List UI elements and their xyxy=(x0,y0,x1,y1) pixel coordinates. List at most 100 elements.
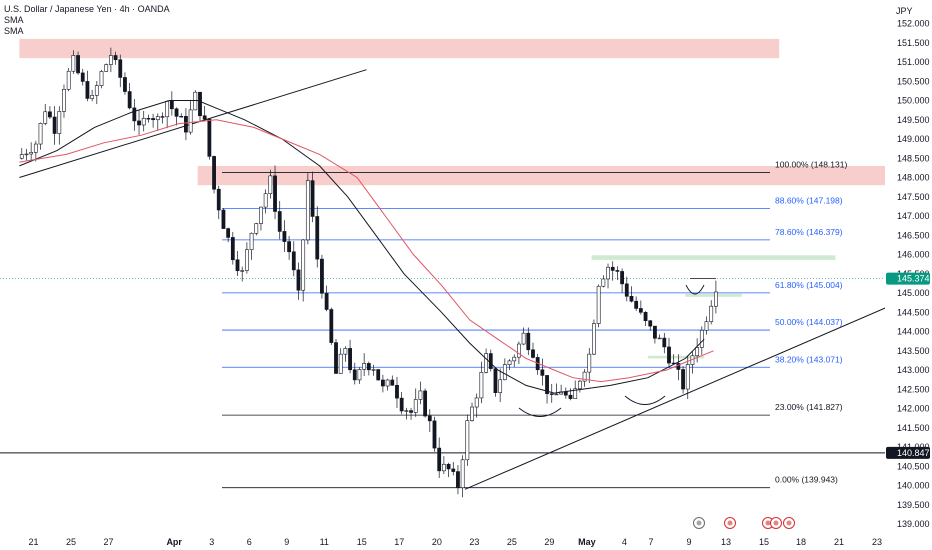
candle-down xyxy=(390,379,395,386)
candle-down xyxy=(132,107,137,122)
time-tick-label: 23 xyxy=(469,537,479,547)
candle-down xyxy=(545,375,549,395)
candle-down xyxy=(395,384,399,399)
candle-down xyxy=(568,394,573,399)
demand-zone-green-lower[interactable] xyxy=(647,355,705,359)
currency-label[interactable]: JPY xyxy=(896,6,913,16)
upper-trendline[interactable] xyxy=(19,69,367,178)
candle-up xyxy=(460,459,465,489)
price-tick-label: 146.000 xyxy=(897,250,930,260)
candle-up xyxy=(362,363,367,370)
sma-red-line[interactable] xyxy=(19,119,714,383)
time-tick-label: 9 xyxy=(284,537,289,547)
candle-down xyxy=(80,72,85,82)
candle-down xyxy=(629,295,634,302)
trendlines-layer[interactable] xyxy=(19,69,921,490)
candle-up xyxy=(301,239,306,291)
candle-up xyxy=(188,109,193,133)
price-axis[interactable]: JPY139.000139.500140.000140.500141.00014… xyxy=(885,0,932,550)
candle-up xyxy=(24,153,29,156)
sma-black-line[interactable] xyxy=(19,100,705,394)
event-us-flag-icon-dot xyxy=(773,520,779,526)
candle-up xyxy=(66,70,71,90)
candle-up xyxy=(507,360,512,365)
price-tick-label: 151.500 xyxy=(897,38,930,48)
resistance-zone-upper[interactable] xyxy=(19,38,780,59)
candle-down xyxy=(493,368,498,394)
candle-up xyxy=(57,111,62,134)
price-tick-label: 139.500 xyxy=(897,500,930,510)
candle-down xyxy=(526,332,531,351)
candle-up xyxy=(470,406,474,421)
candle-up xyxy=(404,410,409,412)
candle-up xyxy=(263,193,268,208)
candle-down xyxy=(123,77,127,92)
fib-label: 38.20% (143.071) xyxy=(775,354,843,364)
candle-down xyxy=(531,349,535,358)
candle-down xyxy=(488,353,493,369)
candle-down xyxy=(235,259,240,272)
price-tick-label: 150.000 xyxy=(897,96,930,106)
candle-down xyxy=(226,228,231,238)
time-tick-label: 27 xyxy=(104,537,114,547)
candle-down xyxy=(221,209,226,229)
economic-events[interactable] xyxy=(693,517,795,529)
candle-down xyxy=(174,108,179,117)
candle-down xyxy=(277,211,282,232)
candle-up xyxy=(554,393,559,396)
candle-down xyxy=(624,283,629,297)
candle-down xyxy=(198,91,202,117)
price-tick-label: 147.500 xyxy=(897,192,930,202)
candle-down xyxy=(291,251,296,271)
lower-trendline[interactable] xyxy=(464,292,921,490)
candle-down xyxy=(169,100,174,110)
candle-up xyxy=(268,175,273,195)
candle-up xyxy=(343,348,348,355)
sma-layer xyxy=(19,100,714,394)
time-tick-label: May xyxy=(578,537,596,547)
curve-arc xyxy=(518,407,562,417)
time-tick-label: Apr xyxy=(166,537,182,547)
candle-down xyxy=(348,348,352,371)
time-tick-label: 6 xyxy=(247,537,252,547)
time-tick-label: 15 xyxy=(357,537,367,547)
time-axis[interactable]: 21 25 27 Apr 3 6 9 11 15 17 20 23 25 29 May 4 7 9 13 15 18 21… xyxy=(28,537,882,547)
resistance-zone-mid[interactable] xyxy=(197,165,885,186)
candle-up xyxy=(441,463,446,472)
indicator-sma-1[interactable]: SMA xyxy=(4,15,24,25)
candle-up xyxy=(259,206,263,224)
candle-down xyxy=(676,363,681,370)
demand-zone-green[interactable] xyxy=(685,293,742,297)
candle-up xyxy=(371,369,376,371)
time-tick-label: 20 xyxy=(432,537,442,547)
event-us-flag-icon-dot xyxy=(786,520,792,526)
candle-down xyxy=(329,309,334,343)
price-tick-label: 143.000 xyxy=(897,365,930,375)
time-tick-label: 18 xyxy=(796,537,806,547)
candle-down xyxy=(366,363,371,371)
candle-up xyxy=(657,337,662,340)
candle-up xyxy=(474,397,479,408)
price-tick-label: 146.500 xyxy=(897,230,930,240)
candle-down xyxy=(620,271,624,285)
candle-down xyxy=(287,241,292,253)
event-flash-icon-dot xyxy=(696,520,702,526)
supply-zone-green[interactable] xyxy=(591,255,836,260)
candle-up xyxy=(33,143,38,153)
candle-up xyxy=(240,270,245,272)
candle-down xyxy=(610,266,615,271)
symbol-title[interactable]: U.S. Dollar / Japanese Yen · 4h · OANDA xyxy=(4,4,170,14)
candle-up xyxy=(573,388,578,399)
candle-down xyxy=(184,116,188,133)
fib-retracement[interactable]: 100.00% (148.131) 88.60% (147.198) 78.60% … xyxy=(0,159,885,489)
candle-down xyxy=(427,415,432,422)
current-price-badge: 145.374 xyxy=(897,274,930,284)
candle-up xyxy=(71,55,76,72)
candle-up xyxy=(601,278,606,287)
indicator-sma-2[interactable]: SMA xyxy=(4,26,24,36)
candle-up xyxy=(62,88,66,112)
candle-up xyxy=(587,353,592,373)
candle-down xyxy=(451,468,456,472)
time-tick-label: 25 xyxy=(507,537,517,547)
